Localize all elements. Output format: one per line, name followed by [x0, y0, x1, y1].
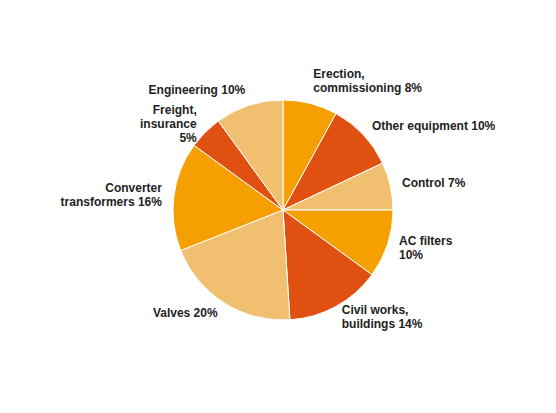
svg-text:Erection,commissioning 8%: Erection,commissioning 8% [313, 67, 422, 95]
svg-text:Engineering 10%: Engineering 10% [149, 83, 246, 97]
svg-text:Other equipment 10%: Other equipment 10% [372, 119, 496, 133]
svg-text:AC filters10%: AC filters10% [399, 234, 453, 262]
svg-text:Convertertransformers 16%: Convertertransformers 16% [61, 181, 163, 209]
svg-text:Control 7%: Control 7% [402, 176, 466, 190]
svg-text:Valves 20%: Valves 20% [153, 306, 218, 320]
svg-text:Freight,insurance5%: Freight,insurance5% [140, 103, 197, 145]
svg-text:Civil works,buildings 14%: Civil works,buildings 14% [342, 303, 423, 331]
